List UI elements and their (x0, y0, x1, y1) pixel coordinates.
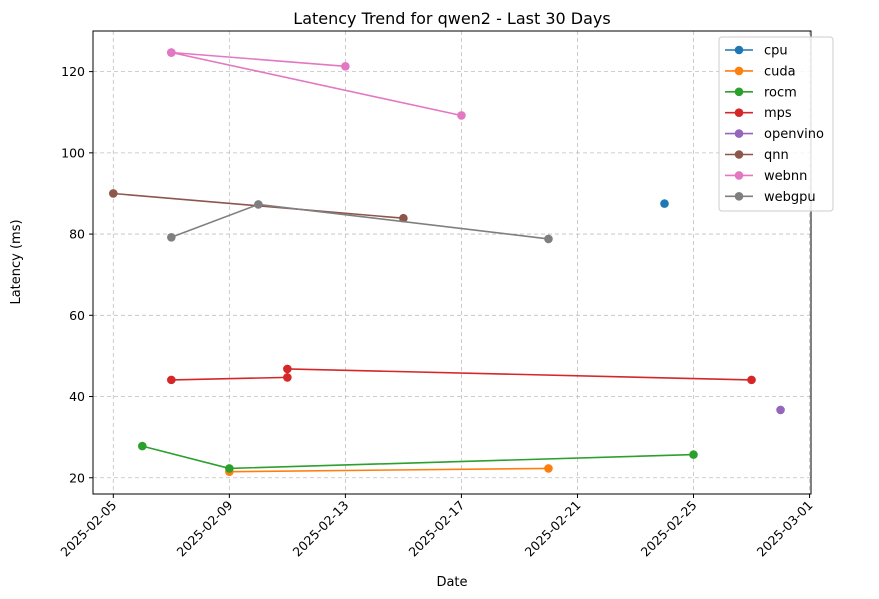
legend-entry-webnn: webnn (725, 169, 807, 184)
data-point-mps (283, 373, 292, 382)
ticks: 2025-02-05 2025-02-09 2025-02-13 2025-02-17… (57, 64, 815, 559)
y-tick-label: 40 (69, 389, 85, 404)
legend-entry-webgpu: webgpu (725, 190, 816, 205)
y-tick-label: 120 (61, 64, 85, 79)
legend-entry-cuda: cuda (725, 64, 796, 79)
series-line-rocm (142, 445, 694, 470)
series-mps (167, 364, 756, 385)
data-point-cuda (544, 464, 553, 473)
data-point-mps (747, 375, 756, 385)
x-tick-label: 2025-02-13 (290, 498, 352, 560)
data-point-webgpu (167, 233, 176, 242)
x-tick-label: 2025-02-17 (406, 498, 468, 560)
data-point-openvino (776, 405, 785, 415)
axes (92, 30, 812, 495)
legend-entry-openvino: openvino (725, 127, 824, 142)
data-point-qnn (109, 189, 118, 198)
plot-frame (92, 30, 812, 495)
legend-marker-openvino (734, 129, 744, 138)
legend-marker-webgpu (734, 192, 744, 201)
legend-marker-cuda (734, 66, 744, 76)
x-tick-label: 2025-03-01 (754, 498, 816, 560)
x-tick-label: 2025-02-09 (173, 497, 235, 559)
legend-marker-mps (734, 108, 744, 117)
series-rocm (138, 441, 698, 473)
y-axis-label: Latency (ms) (9, 219, 24, 304)
data-point-mps (167, 375, 176, 385)
legend-marker-cpu (734, 45, 744, 55)
legend-label-rocm: rocm (764, 85, 797, 100)
data-point-qnn (399, 213, 408, 223)
y-tick-label: 60 (69, 308, 85, 323)
chart-title: Latency Trend for qwen2 - Last 30 Days (293, 9, 610, 28)
legend: cpu cuda rocm mps openvino qnn webnn webgpu (718, 36, 834, 212)
data-point-mps (283, 364, 292, 374)
data-point-rocm (689, 450, 698, 459)
grid (93, 31, 811, 494)
legend-label-webgpu: webgpu (764, 190, 816, 205)
legend-label-qnn: qnn (764, 148, 789, 163)
series-cuda (225, 464, 553, 476)
y-tick-label: 80 (69, 227, 85, 242)
legend-entry-mps: mps (725, 106, 792, 121)
x-tick-label: 2025-02-25 (638, 498, 700, 560)
legend-marker-webnn (734, 171, 744, 180)
legend-label-openvino: openvino (764, 127, 824, 142)
data-point-webnn (167, 48, 176, 57)
series-line-cuda (229, 467, 549, 473)
series-layer (109, 48, 785, 476)
legend-label-webnn: webnn (764, 169, 807, 184)
series-openvino (776, 405, 785, 415)
x-axis-label: Date (436, 575, 467, 590)
legend-label-cpu: cpu (764, 44, 788, 59)
series-webnn (167, 48, 466, 120)
data-point-webgpu (544, 234, 553, 244)
data-point-webnn (457, 111, 466, 120)
data-point-webgpu (254, 200, 263, 209)
data-point-webnn (341, 62, 350, 71)
legend-marker-qnn (734, 150, 744, 159)
legend-entry-qnn: qnn (725, 148, 789, 163)
legend-entry-rocm: rocm (725, 85, 797, 100)
series-cpu (660, 199, 669, 208)
series-webgpu (167, 200, 553, 244)
series-line-webnn (171, 51, 462, 117)
legend-label-cuda: cuda (764, 64, 796, 79)
x-tick-label: 2025-02-21 (522, 498, 584, 560)
legend-box (718, 36, 834, 212)
y-tick-label: 20 (69, 470, 85, 485)
legend-marker-rocm (734, 87, 744, 97)
data-point-cpu (660, 199, 669, 208)
y-tick-label: 100 (61, 145, 85, 160)
data-point-rocm (225, 464, 234, 473)
x-tick-label: 2025-02-05 (57, 498, 119, 560)
legend-label-mps: mps (764, 106, 792, 121)
legend-entry-cpu: cpu (725, 44, 788, 59)
data-point-rocm (138, 441, 147, 451)
